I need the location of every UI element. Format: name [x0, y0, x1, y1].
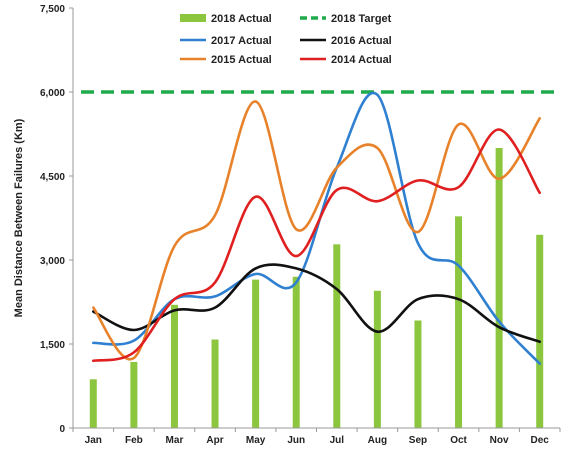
- line-2016-actual: [91, 263, 542, 344]
- bar-2018-actual-jan: [89, 379, 97, 428]
- bar-2018-actual-may: [252, 279, 260, 428]
- bar-2018-actual-nov: [495, 148, 503, 428]
- bar-2018-actual-jun: [292, 276, 300, 428]
- x-tick-label: Aug: [368, 435, 387, 446]
- x-tick-label: May: [246, 435, 266, 446]
- x-tick-label: Oct: [450, 435, 467, 446]
- y-ticks: 0 1,500 3,000 4,500 6,000 7,500: [40, 4, 73, 435]
- legend-label-2018-target: 2018 Target: [331, 13, 392, 25]
- y-tick-label: 4,500: [40, 172, 65, 183]
- y-tick-label: 1,500: [40, 340, 65, 351]
- x-tick-label: Feb: [125, 435, 143, 446]
- bar-2018-actual-mar: [170, 304, 178, 428]
- bar-2018-actual-oct: [455, 216, 463, 428]
- legend-label-2015-actual: 2015 Actual: [211, 54, 272, 66]
- bar-2018-actual-dec: [536, 234, 544, 428]
- lines-layer: [81, 90, 554, 365]
- legend-label-2017-actual: 2017 Actual: [211, 35, 272, 47]
- bar-2018-actual-feb: [130, 361, 138, 428]
- bars-layer: [89, 148, 544, 428]
- x-tick-label: Nov: [490, 435, 509, 446]
- y-tick-label: 0: [59, 424, 65, 435]
- x-tick-label: Sep: [409, 435, 427, 446]
- legend-label-2018-actual: 2018 Actual: [211, 13, 272, 25]
- x-ticks: Jan Feb Mar Apr May Jun Jul Aug Sep Oct Nov Dec: [72, 428, 561, 446]
- legend-label-2016-actual: 2016 Actual: [331, 35, 392, 47]
- bar-2018-actual-sep: [414, 320, 422, 428]
- bar-2018-actual-apr: [211, 339, 219, 428]
- bar-2018-actual-aug: [373, 290, 381, 428]
- y-tick-label: 6,000: [40, 88, 65, 99]
- axes-layer: [72, 8, 560, 429]
- x-tick-label: Mar: [166, 435, 184, 446]
- x-tick-label: Apr: [206, 435, 223, 446]
- line-2015-actual: [91, 100, 542, 361]
- x-tick-label: Jun: [287, 435, 305, 446]
- bar-2018-actual-jul: [333, 244, 341, 428]
- y-tick-label: 3,000: [40, 256, 65, 267]
- legend-swatch-2018-actual: [180, 14, 206, 22]
- line-2014-actual: [91, 128, 542, 363]
- x-tick-label: Dec: [531, 435, 550, 446]
- legend-label-2014-actual: 2014 Actual: [331, 54, 392, 66]
- y-tick-label: 7,500: [40, 4, 65, 15]
- y-axis-title: Mean Distance Between Failures (Km): [13, 118, 25, 317]
- legend: 2018 Actual 2018 Target 2017 Actual 2016 Ac…: [180, 13, 392, 66]
- x-tick-label: Jan: [85, 435, 102, 446]
- x-tick-label: Jul: [330, 435, 345, 446]
